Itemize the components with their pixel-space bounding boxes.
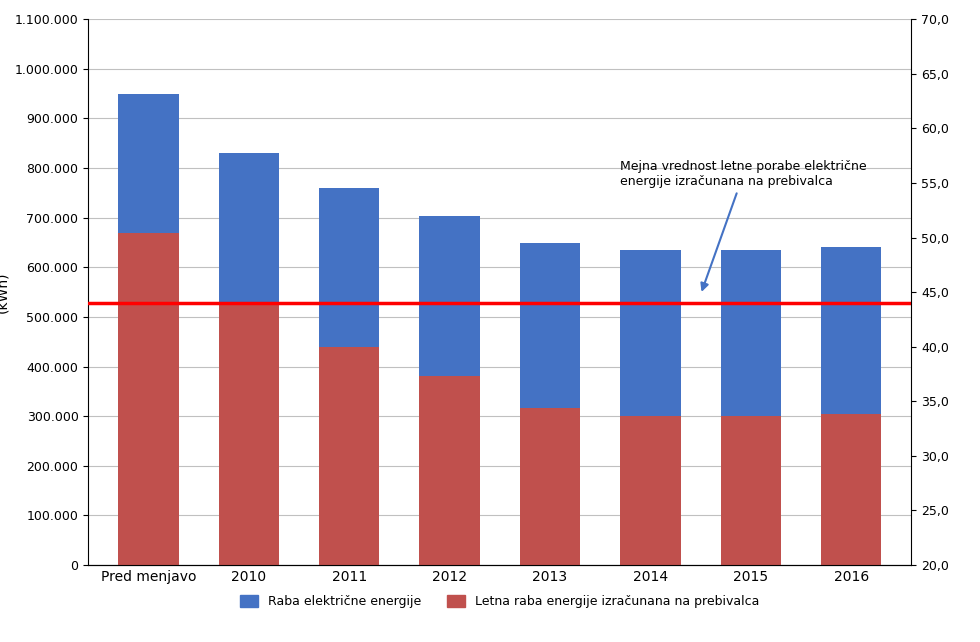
Bar [419, 376, 480, 565]
Bar [519, 408, 580, 565]
Bar [319, 188, 379, 565]
Legend: Raba električne energije, Letna raba energije izračunana na prebivalca: Raba električne energije, Letna raba ene… [235, 590, 764, 613]
Y-axis label: (kWh): (kWh) [0, 272, 9, 313]
Bar [821, 413, 881, 565]
Bar [620, 250, 680, 565]
Bar [519, 243, 580, 565]
Bar [319, 347, 379, 565]
Bar [119, 94, 178, 565]
Bar [419, 216, 480, 565]
Bar [119, 232, 178, 565]
Bar [219, 302, 279, 565]
Bar [821, 247, 881, 565]
Text: Mejna vrednost letne porabe električne
energije izračunana na prebivalca: Mejna vrednost letne porabe električne e… [620, 160, 867, 290]
Bar [219, 153, 279, 565]
Bar [620, 416, 680, 565]
Bar [720, 250, 781, 565]
Bar [720, 416, 781, 565]
